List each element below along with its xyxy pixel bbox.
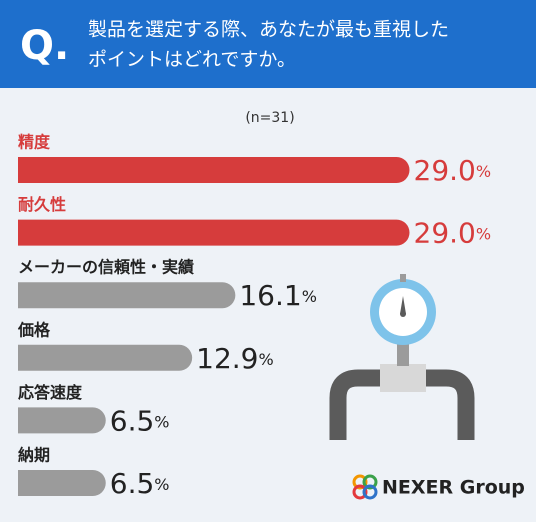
title-line: ポイントはどれですか。 [88, 49, 296, 71]
value-label: 12.9% [196, 342, 274, 375]
bar [18, 344, 193, 371]
value-label: 16.1% [239, 279, 317, 312]
logo-icon [352, 474, 378, 500]
category-label: メーカーの信頼性・実績 [18, 258, 194, 277]
category-label: 応答速度 [18, 383, 83, 402]
bar [18, 470, 106, 496]
header [0, 0, 536, 88]
value-label: 6.5% [110, 467, 170, 500]
sample-size: (n=31) [245, 110, 294, 126]
bar [18, 407, 106, 434]
logo-text: NEXER Group [382, 477, 525, 499]
bar [18, 157, 410, 183]
value-label: 29.0% [414, 154, 492, 187]
q-mark: Q. [20, 23, 69, 69]
title-line: 製品を選定する際、あなたが最も重視した [88, 19, 449, 41]
bar [18, 282, 236, 309]
category-label: 納期 [18, 446, 50, 465]
value-label: 29.0% [414, 217, 492, 250]
value-label: 6.5% [110, 404, 170, 437]
category-label: 精度 [18, 133, 51, 152]
category-label: 価格 [17, 320, 51, 339]
category-label: 耐久性 [18, 195, 66, 214]
gauge-illustration [329, 274, 475, 440]
bar [18, 219, 410, 246]
